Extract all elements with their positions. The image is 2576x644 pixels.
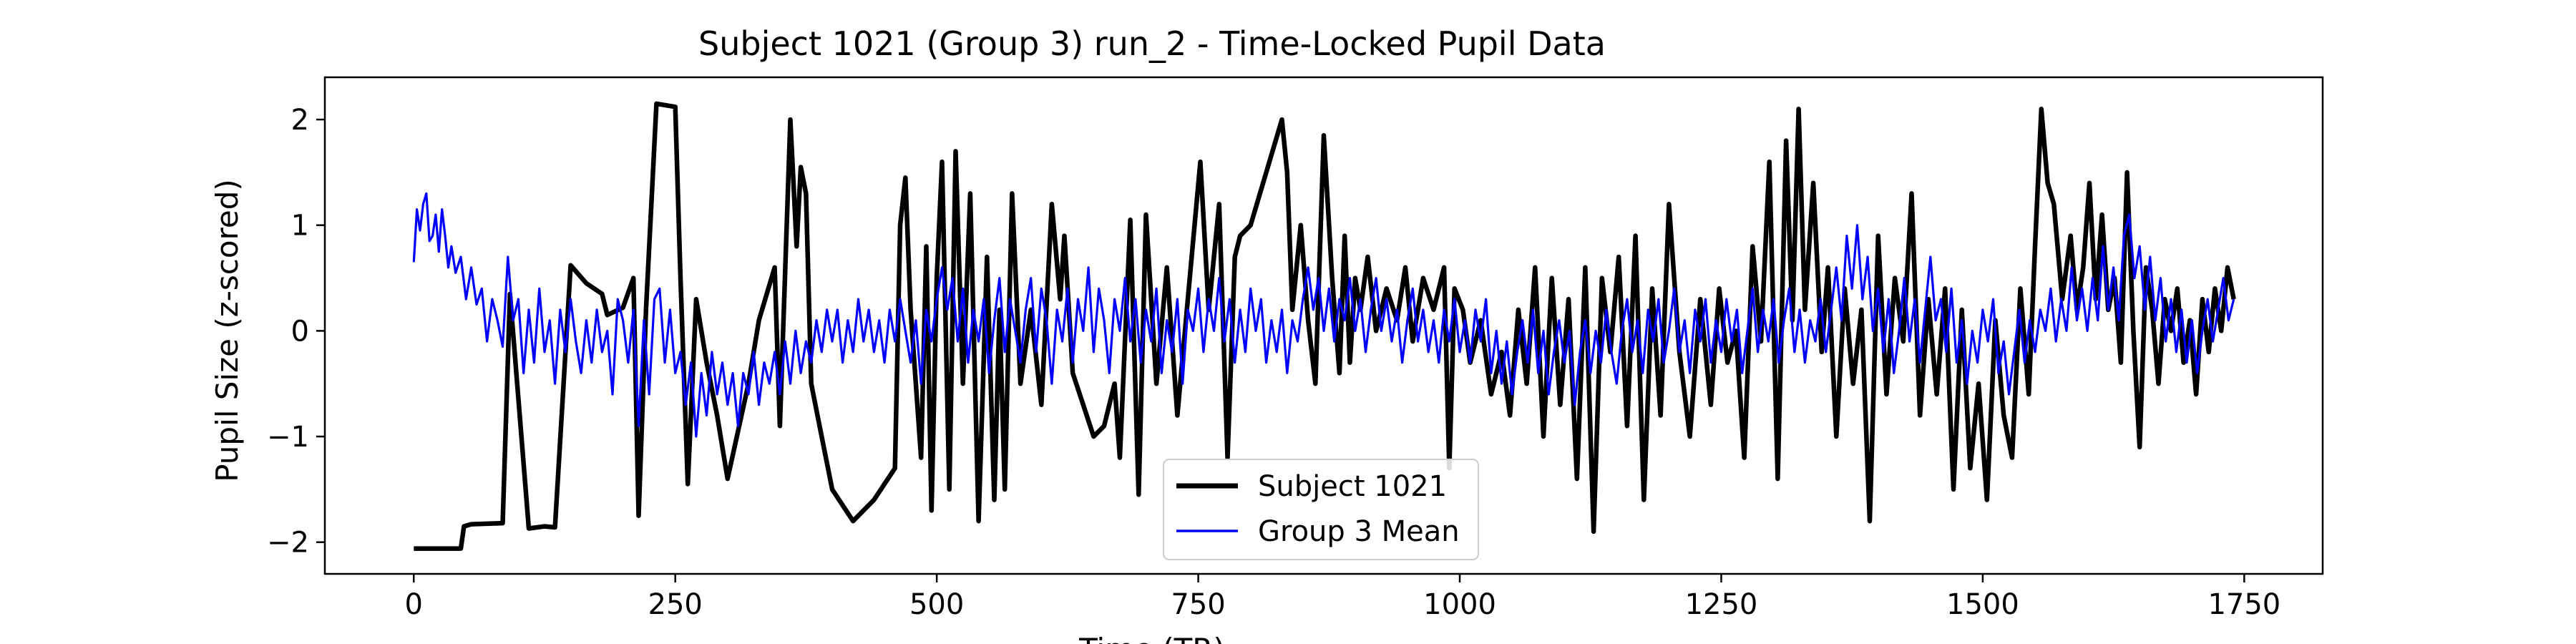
series-line-subject	[414, 101, 2236, 551]
plot-frame	[323, 76, 2324, 575]
legend-label-group-mean: Group 3 Mean	[1258, 515, 1460, 548]
legend-box	[1163, 459, 1479, 560]
y-tick-label: 1	[291, 210, 309, 243]
series-layer	[412, 101, 2236, 551]
x-tick-label: 750	[1171, 588, 1225, 621]
y-tick-label: −2	[267, 527, 309, 560]
y-axis: −2 −1 0 1 2	[267, 104, 325, 560]
legend: Subject 1021 Group 3 Mean	[1163, 459, 1479, 560]
x-tick-label: 1500	[1946, 588, 2019, 621]
y-tick-label: −1	[267, 421, 309, 454]
x-axis: 0 250 500 750 1000 1250 1500 1750	[405, 574, 2280, 621]
series-line-group-mean	[412, 192, 2235, 438]
x-tick-label: 500	[909, 588, 964, 621]
plot-area	[323, 76, 2324, 575]
x-axis-label: Time (TR)	[1078, 632, 1225, 644]
x-tick-label: 1750	[2207, 588, 2280, 621]
x-tick-label: 0	[405, 588, 423, 621]
legend-label-subject: Subject 1021	[1258, 470, 1447, 503]
y-axis-label: Pupil Size (z-scored)	[210, 179, 245, 482]
chart-title: Subject 1021 (Group 3) run_2 - Time-Lock…	[698, 24, 1606, 63]
x-tick-label: 1250	[1685, 588, 1758, 621]
y-tick-label: 0	[291, 315, 309, 348]
x-tick-label: 1000	[1423, 588, 1496, 621]
y-tick-label: 2	[291, 104, 309, 137]
x-tick-label: 250	[648, 588, 703, 621]
